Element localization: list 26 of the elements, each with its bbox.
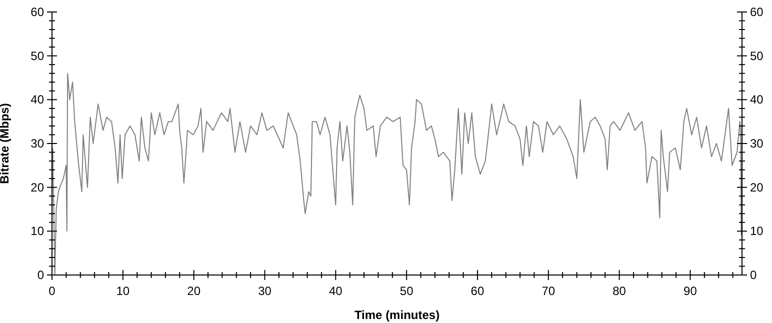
x-tick-label: 0 (48, 284, 56, 298)
y-tick-label: 20 (30, 180, 44, 194)
x-tick-label: 20 (187, 284, 201, 298)
y2-tick-label: 30 (750, 136, 764, 150)
y2-tick-label: 10 (750, 224, 764, 238)
x-tick-label: 70 (542, 284, 556, 298)
x-tick-label: 60 (470, 284, 484, 298)
x-axis-title: Time (minutes) (354, 308, 440, 322)
y-tick-label: 0 (37, 268, 44, 282)
x-tick-label: 40 (328, 284, 343, 298)
y-tick-label: 30 (30, 136, 44, 150)
y2-tick-label: 50 (750, 48, 764, 63)
x-tick-label: 10 (116, 284, 130, 298)
y2-tick-label: 60 (750, 5, 764, 19)
y-axis-title: Bitrate (Mbps) (0, 103, 12, 184)
x-tick-label: 30 (258, 284, 272, 298)
x-tick-label: 90 (684, 284, 698, 298)
y2-tick-label: 0 (750, 268, 757, 282)
y2-tick-label: 20 (750, 180, 764, 194)
y-tick-label: 50 (30, 48, 44, 63)
x-tick-label: 50 (400, 284, 414, 298)
y-tick-label: 40 (30, 92, 44, 107)
y2-tick-label: 40 (750, 92, 764, 107)
y-tick-label: 60 (30, 5, 44, 19)
x-tick-label: 80 (612, 284, 626, 298)
y-tick-label: 10 (30, 224, 44, 238)
